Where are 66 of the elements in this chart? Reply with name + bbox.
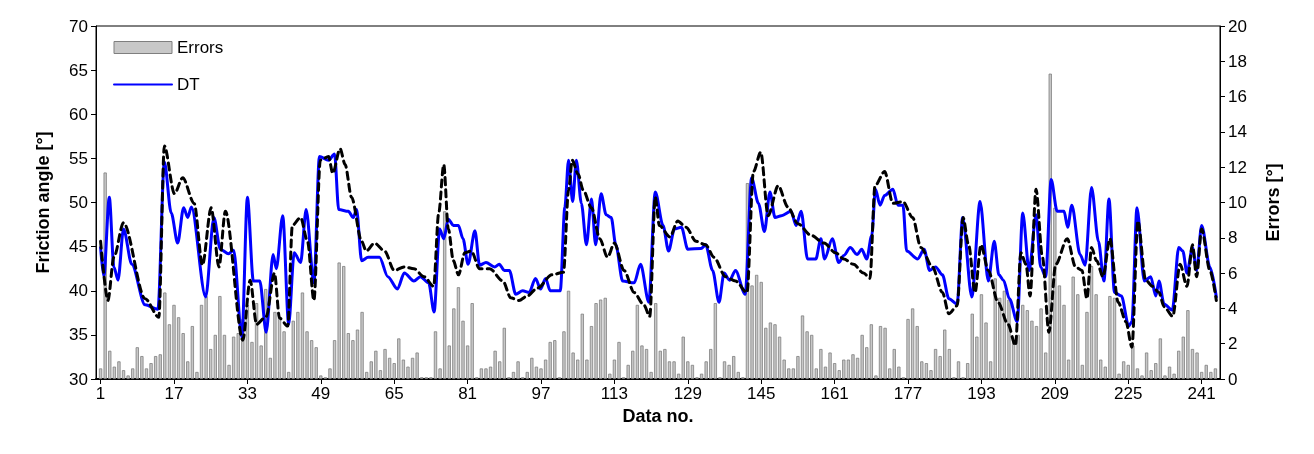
- bar: [722, 361, 727, 379]
- x-tick-label: 65: [384, 384, 404, 403]
- y-tick-label: 35: [69, 325, 88, 345]
- bar: [566, 290, 571, 379]
- y2-tick-label: 10: [1228, 193, 1247, 212]
- x-tick-label: 225: [1114, 384, 1143, 403]
- y2-tick-label: 4: [1228, 298, 1238, 318]
- y2-tick-label: 14: [1228, 122, 1247, 142]
- x-tick-label: 177: [893, 384, 923, 403]
- bar: [1112, 297, 1117, 379]
- y-axis-title: Friction angle [°]: [33, 131, 53, 274]
- legend-label: Errors: [177, 38, 224, 57]
- bar: [644, 349, 649, 379]
- y-tick-label: 50: [69, 193, 88, 212]
- x-tick-label: 1: [95, 384, 106, 403]
- bar: [878, 326, 883, 379]
- bar: [172, 304, 176, 379]
- y2-tick-label: 2: [1228, 334, 1238, 354]
- y-tick-label: 60: [69, 104, 88, 124]
- bar: [617, 341, 621, 379]
- x-tick-label: 49: [311, 384, 331, 403]
- y2-tick-label: 18: [1228, 51, 1247, 71]
- y2-tick-label: 8: [1228, 228, 1238, 248]
- bar: [690, 364, 695, 379]
- x-tick-label: 97: [531, 384, 551, 403]
- x-tick-label: 161: [820, 384, 849, 403]
- x-tick-label: 129: [673, 384, 703, 403]
- bar: [456, 287, 461, 379]
- bar: [910, 308, 915, 379]
- legend-label: DT: [177, 75, 200, 94]
- bar: [433, 331, 438, 379]
- y-tick-label: 55: [69, 148, 88, 168]
- x-axis-title: Data no.: [622, 405, 694, 426]
- x-tick-label: 241: [1187, 384, 1216, 403]
- bar: [800, 315, 805, 379]
- x-tick-label: 209: [1040, 384, 1070, 403]
- bar: [383, 349, 387, 379]
- x-tick-label: 113: [600, 384, 628, 403]
- y2-tick-label: 0: [1228, 369, 1238, 389]
- bar: [851, 354, 855, 379]
- bar: [956, 361, 961, 379]
- x-tick-label: 193: [967, 384, 996, 403]
- bar: [1089, 266, 1094, 379]
- bar: [768, 322, 773, 379]
- bar: [1144, 352, 1149, 379]
- y-tick-label: 65: [69, 60, 88, 80]
- y2-tick-label: 20: [1228, 16, 1247, 36]
- y2-tick-label: 12: [1228, 157, 1247, 177]
- y2-axis-title: Errors [°]: [1263, 163, 1283, 242]
- bar: [979, 294, 984, 379]
- x-tick-label: 33: [237, 384, 257, 403]
- x-tick-label: 145: [747, 384, 776, 403]
- y2-tick-label: 6: [1228, 263, 1238, 283]
- bar: [773, 324, 777, 379]
- y-tick-label: 70: [69, 16, 88, 36]
- y2-tick-label: 16: [1228, 87, 1247, 107]
- bar: [1167, 366, 1172, 379]
- y-tick-label: 30: [69, 369, 88, 389]
- x-tick-label: 17: [164, 384, 184, 403]
- x-tick-label: 81: [458, 384, 478, 403]
- bar: [924, 363, 929, 379]
- bar: [933, 349, 938, 379]
- bar: [300, 292, 305, 379]
- y-tick-label: 45: [69, 237, 88, 257]
- bar: [1213, 368, 1218, 379]
- y-tick-label: 40: [69, 281, 88, 301]
